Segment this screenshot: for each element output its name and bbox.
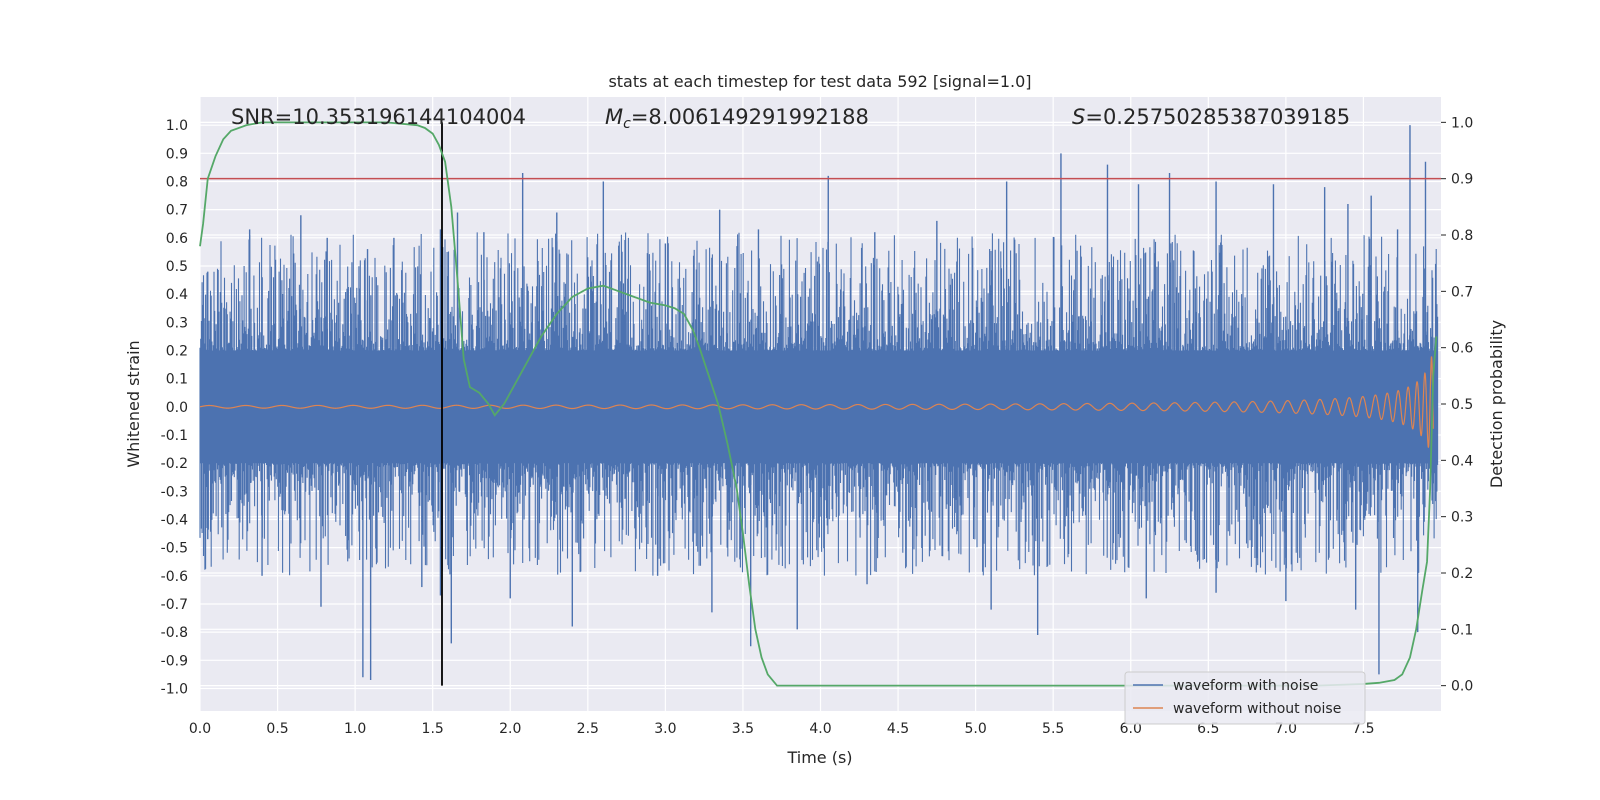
y-tick-label: 0.5 — [166, 259, 188, 275]
x-tick-label: 7.5 — [1352, 721, 1374, 737]
x-tick-label: 1.0 — [344, 721, 366, 737]
y-tick-label: -0.1 — [161, 428, 188, 444]
x-tick-label: 4.5 — [887, 721, 909, 737]
x-tick-label: 4.0 — [809, 721, 831, 737]
x-axis-label: Time (s) — [786, 748, 852, 767]
y-tick-label: -1.0 — [161, 681, 188, 697]
y-tick-label: 0.1 — [166, 372, 188, 388]
y2-tick-label: 0.5 — [1451, 397, 1473, 413]
tick-labels: 0.0 0.5 1.0 1.5 2.0 2.5 3.0 3.5 4.0 4.5 5.0 5.5 6.0 6… — [161, 115, 1474, 737]
y2-tick-label: 0.8 — [1451, 228, 1473, 244]
y-tick-label: 1.0 — [166, 118, 188, 134]
y-tick-label: -0.5 — [161, 541, 188, 557]
y-axis-label: Whitened strain — [124, 340, 143, 467]
y-tick-label: -0.9 — [161, 653, 188, 669]
chirp-mass-annotation: Mc=8.006149291992188 — [605, 105, 869, 132]
chirp-mass-value: =8.006149291992188 — [631, 105, 869, 129]
s-annotation: S=0.25750285387039185 — [1072, 105, 1350, 129]
y2-tick-label: 0.4 — [1451, 453, 1473, 469]
y2-tick-label: 1.0 — [1451, 115, 1473, 131]
y-tick-label: 0.6 — [166, 231, 188, 247]
y2-tick-label: 0.1 — [1451, 622, 1473, 638]
y2-tick-label: 0.9 — [1451, 172, 1473, 188]
clean-waveform-line — [199, 356, 1434, 448]
y2-tick-label: 0.2 — [1451, 566, 1473, 582]
x-tick-label: 1.5 — [422, 721, 444, 737]
y2-axis-label: Detection probability — [1487, 320, 1506, 488]
y-tick-label: 0.7 — [166, 203, 188, 219]
s-value: =0.25750285387039185 — [1085, 105, 1350, 129]
chirp-mass-subscript: c — [623, 116, 631, 132]
y-tick-label: 0.2 — [166, 343, 188, 359]
x-tick-label: 2.5 — [577, 721, 599, 737]
y-tick-label: 0.9 — [166, 146, 188, 162]
noise-waveform-series — [199, 125, 1439, 681]
snr-annotation: SNR=10.353196144104004 — [231, 105, 526, 129]
y-tick-label: -0.3 — [161, 484, 188, 500]
legend: waveform with noise waveform without noi… — [1124, 671, 1366, 725]
s-symbol: S — [1072, 105, 1085, 129]
legend-label-noise: waveform with noise — [1173, 678, 1318, 694]
y2-tick-label: 0.6 — [1451, 341, 1473, 357]
x-tick-label: 6.5 — [1197, 721, 1219, 737]
y-tick-label: -0.2 — [161, 456, 188, 472]
y-tick-label: -0.6 — [161, 569, 188, 585]
y-tick-label: -0.7 — [161, 597, 188, 613]
y-tick-label: -0.4 — [161, 512, 188, 528]
y2-tick-label: 0.3 — [1451, 510, 1473, 526]
y-tick-label: 0.3 — [166, 315, 188, 331]
y2-tick-label: 0.0 — [1451, 679, 1473, 695]
x-tick-label: 6.0 — [1120, 721, 1142, 737]
noise-waveform-line — [199, 232, 1439, 576]
overlay-lines — [200, 122, 1441, 686]
y-tick-label: 0.8 — [166, 174, 188, 190]
x-tick-label: 3.5 — [732, 721, 754, 737]
y-tick-label: -0.8 — [161, 625, 188, 641]
chart-title: stats at each timestep for test data 592… — [608, 72, 1031, 91]
x-tick-label: 0.5 — [266, 721, 288, 737]
y-tick-label: 0.0 — [166, 400, 188, 416]
x-tick-label: 7.0 — [1275, 721, 1297, 737]
x-tick-label: 3.0 — [654, 721, 676, 737]
y2-tick-label: 0.7 — [1451, 284, 1473, 300]
legend-box — [1124, 671, 1366, 725]
y-tick-label: 0.4 — [166, 287, 188, 303]
x-tick-label: 2.0 — [499, 721, 521, 737]
x-tick-label: 5.0 — [964, 721, 986, 737]
x-tick-label: 5.5 — [1042, 721, 1064, 737]
clean-waveform-series — [199, 356, 1434, 448]
chirp-mass-symbol: M — [605, 105, 623, 129]
x-tick-label: 0.0 — [189, 721, 211, 737]
legend-label-clean: waveform without noise — [1173, 701, 1341, 717]
